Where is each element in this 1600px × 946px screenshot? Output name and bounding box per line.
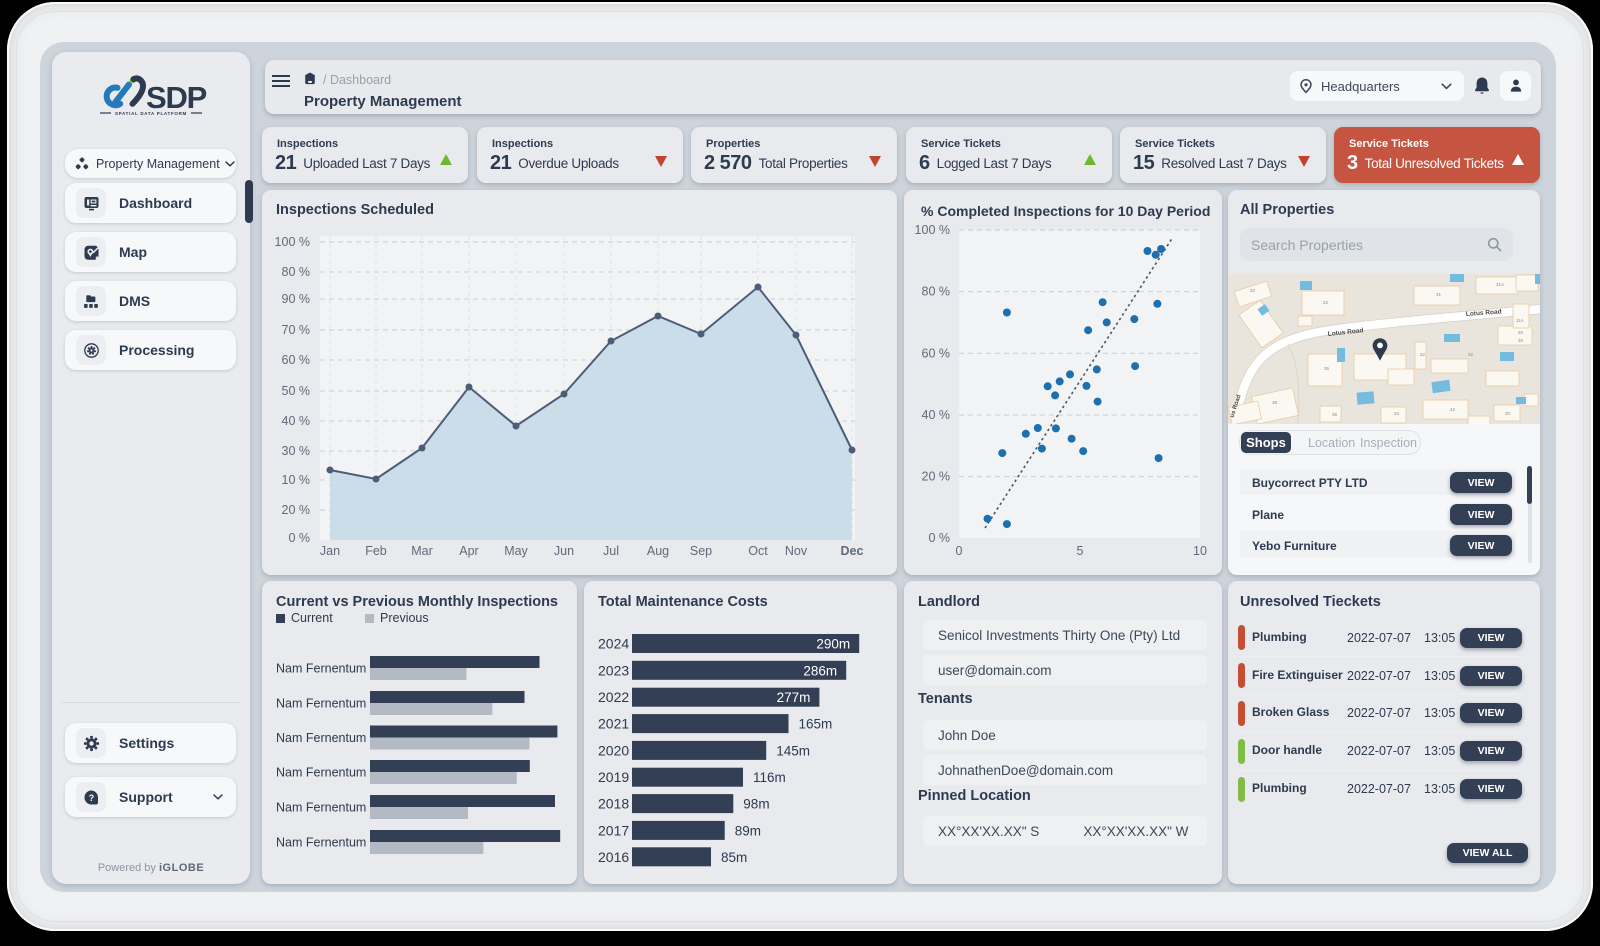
svg-text:30 %: 30 %: [282, 444, 311, 458]
svg-text:85m: 85m: [721, 850, 747, 865]
svg-text:100 %: 100 %: [915, 223, 950, 237]
svg-text:Nam Fernentum: Nam Fernentum: [276, 836, 366, 850]
svg-text:277m: 277m: [777, 690, 811, 705]
svg-text:20 %: 20 %: [282, 503, 311, 517]
svg-text:2021: 2021: [598, 716, 629, 732]
svg-text:2024: 2024: [598, 636, 629, 652]
svg-text:Nam Fernentum: Nam Fernentum: [276, 766, 366, 780]
svg-text:5: 5: [1077, 544, 1084, 558]
svg-text:Nam Fernentum: Nam Fernentum: [276, 801, 366, 815]
svg-text:34: 34: [1394, 411, 1400, 416]
svg-text:May: May: [504, 544, 528, 558]
svg-text:Nam Fernentum: Nam Fernentum: [276, 731, 366, 745]
svg-text:Feb: Feb: [365, 544, 387, 558]
svg-text:2023: 2023: [598, 662, 629, 678]
svg-text:20 %: 20 %: [922, 470, 951, 484]
svg-text:32: 32: [1468, 352, 1474, 357]
svg-text:Nam Fernentum: Nam Fernentum: [276, 697, 366, 711]
svg-text:2019: 2019: [598, 769, 629, 785]
svg-text:SDP: SDP: [146, 80, 207, 115]
svg-text:60 %: 60 %: [922, 346, 951, 360]
svg-text:Nov: Nov: [785, 544, 808, 558]
svg-text:SPATIAL DATA PLATFORM: SPATIAL DATA PLATFORM: [115, 111, 187, 116]
svg-text:0 %: 0 %: [288, 531, 310, 545]
svg-text:42: 42: [1450, 407, 1456, 412]
svg-text:80 %: 80 %: [282, 265, 311, 279]
svg-text:31A: 31A: [1496, 282, 1504, 287]
svg-text:22: 22: [1323, 300, 1329, 305]
svg-text:Current: Current: [291, 611, 333, 625]
svg-text:89m: 89m: [735, 823, 761, 838]
svg-text:165m: 165m: [799, 717, 833, 732]
svg-text:80 %: 80 %: [922, 285, 951, 299]
svg-text:31: 31: [1436, 292, 1442, 297]
svg-text:36: 36: [1324, 366, 1330, 371]
svg-text:Jul: Jul: [603, 544, 619, 558]
svg-text:Aug: Aug: [647, 544, 669, 558]
svg-text:2022: 2022: [598, 689, 629, 705]
svg-text:?: ?: [88, 793, 94, 803]
svg-text:40 %: 40 %: [922, 408, 951, 422]
svg-text:38: 38: [1272, 400, 1278, 405]
svg-text:60 %: 60 %: [282, 353, 311, 367]
svg-text:Lotus Road: Lotus Road: [1466, 309, 1502, 318]
svg-text:32: 32: [1420, 352, 1426, 357]
svg-text:50 %: 50 %: [282, 384, 311, 398]
svg-text:38: 38: [1332, 412, 1338, 417]
svg-text:10 %: 10 %: [282, 473, 311, 487]
svg-text:98m: 98m: [743, 797, 769, 812]
svg-text:Nam Fernentum: Nam Fernentum: [276, 662, 366, 676]
svg-text:20: 20: [1250, 288, 1256, 293]
svg-text:Mar: Mar: [411, 544, 433, 558]
svg-text:40 %: 40 %: [282, 414, 311, 428]
svg-text:11A: 11A: [1516, 318, 1524, 323]
svg-text:Jan: Jan: [320, 544, 340, 558]
svg-text:2016: 2016: [598, 849, 629, 865]
svg-text:145m: 145m: [776, 743, 810, 758]
svg-text:30: 30: [1518, 330, 1524, 335]
svg-text:Sep: Sep: [690, 544, 712, 558]
svg-text:286m: 286m: [803, 663, 837, 678]
svg-text:10: 10: [1193, 544, 1207, 558]
svg-text:0 %: 0 %: [928, 531, 950, 545]
svg-text:Previous: Previous: [380, 611, 429, 625]
svg-text:70 %: 70 %: [282, 323, 311, 337]
svg-text:Dec: Dec: [841, 544, 864, 558]
svg-text:2020: 2020: [598, 742, 629, 758]
svg-text:Oct: Oct: [748, 544, 768, 558]
svg-text:90 %: 90 %: [282, 292, 311, 306]
svg-text:0: 0: [956, 544, 963, 558]
svg-text:290m: 290m: [816, 637, 850, 652]
svg-text:2018: 2018: [598, 796, 629, 812]
svg-text:Apr: Apr: [459, 544, 478, 558]
svg-text:2017: 2017: [598, 822, 629, 838]
svg-text:Jun: Jun: [554, 544, 574, 558]
svg-text:30: 30: [1505, 411, 1511, 416]
svg-text:100 %: 100 %: [275, 235, 310, 249]
svg-text:30: 30: [1518, 338, 1524, 343]
svg-text:116m: 116m: [753, 770, 786, 785]
svg-text:Lotus Road: Lotus Road: [1327, 327, 1363, 338]
